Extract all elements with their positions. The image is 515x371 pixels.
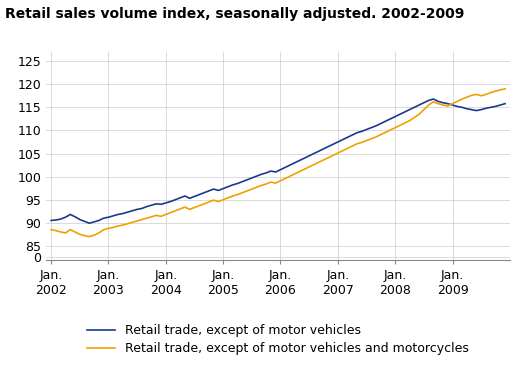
Retail trade, except of motor vehicles — [431, 97, 437, 101]
Retail trade, except of motor vehicles — [48, 218, 54, 223]
Retail trade, except of motor vehicles and motorcycles — [469, 93, 475, 98]
Retail trade, except of motor vehicles and motorcycles — [249, 187, 255, 191]
Line: Retail trade, except of motor vehicles and motorcycles: Retail trade, except of motor vehicles a… — [51, 89, 505, 237]
Legend: Retail trade, except of motor vehicles, Retail trade, except of motor vehicles a: Retail trade, except of motor vehicles, … — [88, 324, 469, 355]
Retail trade, except of motor vehicles and motorcycles — [297, 169, 303, 174]
Retail trade, except of motor vehicles and motorcycles — [282, 176, 288, 181]
Retail trade, except of motor vehicles and motorcycles — [87, 234, 93, 239]
Line: Retail trade, except of motor vehicles: Retail trade, except of motor vehicles — [51, 99, 505, 223]
Retail trade, except of motor vehicles — [249, 176, 255, 180]
Text: Retail sales volume index, seasonally adjusted. 2002-2009: Retail sales volume index, seasonally ad… — [5, 7, 465, 22]
Retail trade, except of motor vehicles — [473, 108, 479, 113]
Retail trade, except of motor vehicles and motorcycles — [502, 87, 508, 91]
Retail trade, except of motor vehicles and motorcycles — [182, 205, 188, 209]
Retail trade, except of motor vehicles — [502, 101, 508, 106]
Retail trade, except of motor vehicles — [87, 221, 93, 226]
Retail trade, except of motor vehicles and motorcycles — [48, 227, 54, 232]
Retail trade, except of motor vehicles — [297, 158, 303, 162]
Retail trade, except of motor vehicles and motorcycles — [115, 224, 121, 228]
Retail trade, except of motor vehicles — [282, 165, 288, 170]
Retail trade, except of motor vehicles — [182, 194, 188, 198]
Retail trade, except of motor vehicles — [115, 212, 121, 217]
